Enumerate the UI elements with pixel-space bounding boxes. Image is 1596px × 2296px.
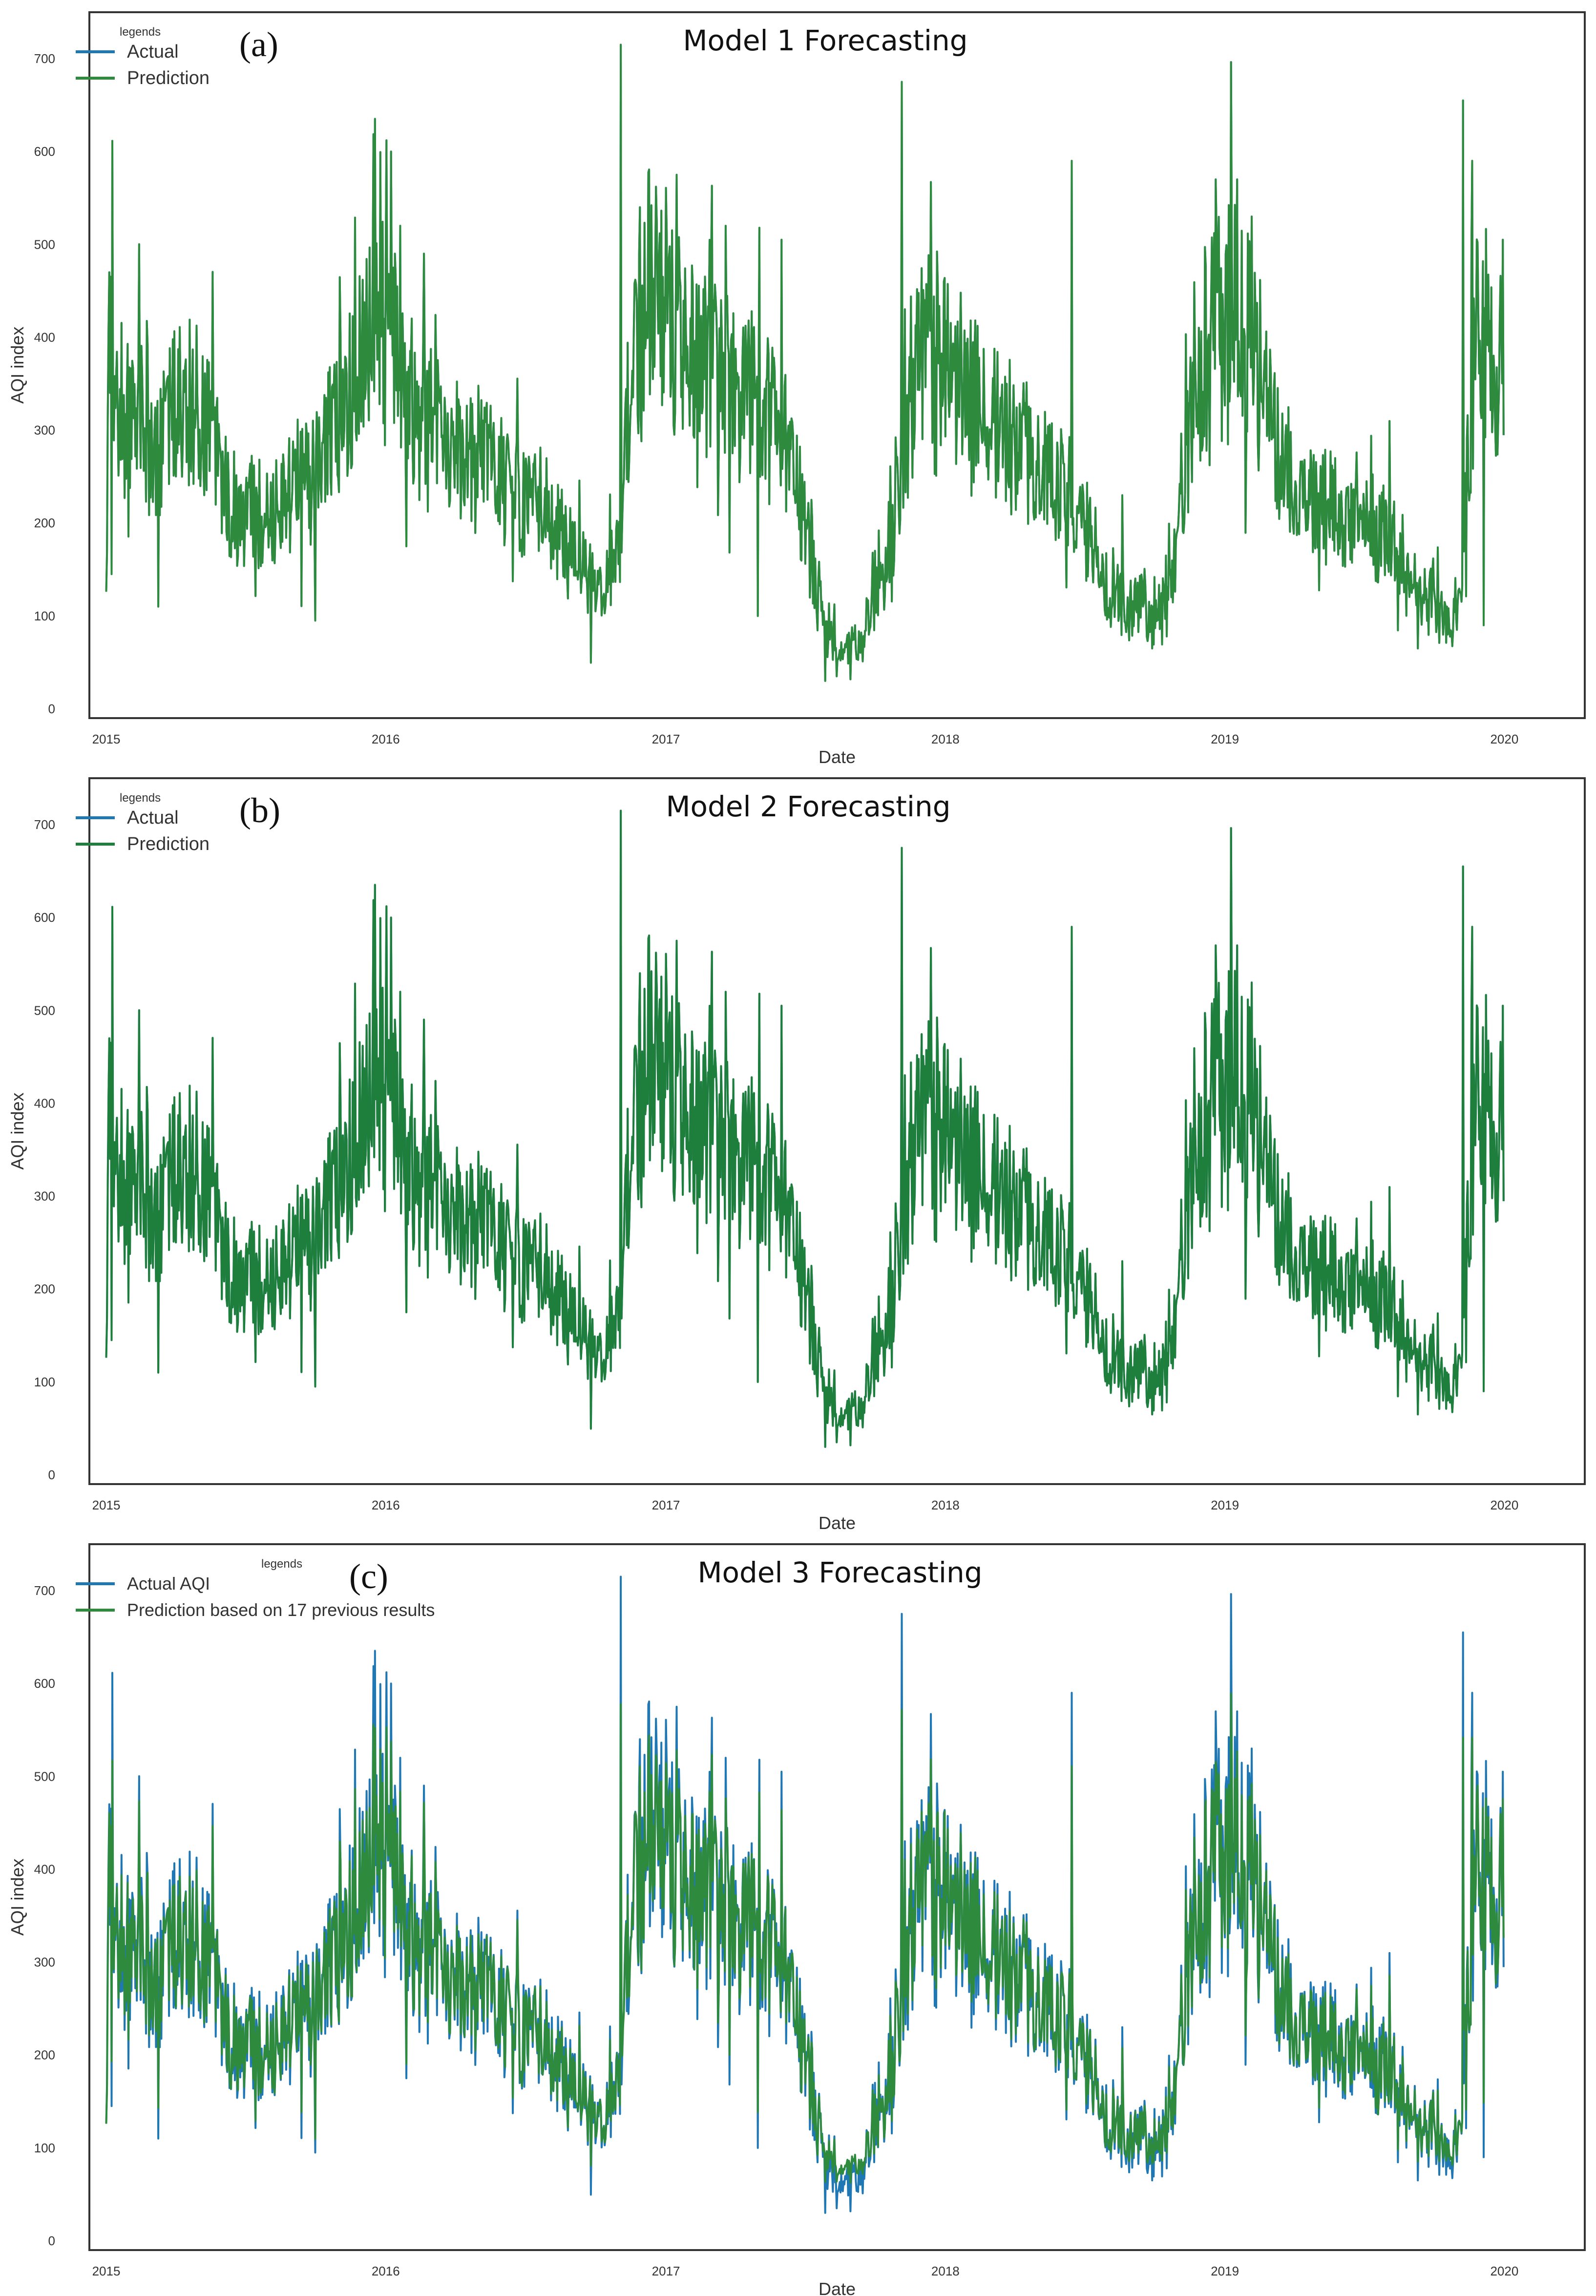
legend: legends Actual Prediction [76, 25, 210, 88]
y-tick-label: 700 [34, 817, 55, 832]
y-tick-label: 500 [34, 237, 55, 252]
y-tick-label: 300 [34, 1189, 55, 1204]
legend: legends Actual Prediction [76, 791, 210, 854]
y-axis-label: AQI index [7, 1092, 27, 1169]
panel-label: (b) [239, 791, 280, 830]
y-axis-label: AQI index [7, 326, 27, 404]
series-line-prediction [105, 809, 1505, 1448]
x-tick-label: 2016 [372, 732, 400, 746]
chart-title: Model 3 Forecasting [697, 1556, 982, 1589]
panel-label: (c) [349, 1557, 388, 1596]
x-tick-label: 2015 [92, 732, 121, 746]
x-tick-label: 2020 [1490, 1498, 1518, 1512]
legend: legends Actual AQI Prediction based on 17 … [76, 1557, 435, 1620]
y-tick-label: 600 [34, 910, 55, 925]
y-axis-label: AQI index [7, 1858, 27, 1935]
x-tick-label: 2019 [1211, 2264, 1239, 2278]
y-tick-label: 600 [34, 1676, 55, 1691]
series-line-prediction [105, 1692, 1505, 2184]
axes-frame [88, 777, 1586, 1485]
y-tick-label: 500 [34, 1003, 55, 1018]
axes-frame [88, 11, 1586, 719]
axes-frame [88, 1543, 1586, 2251]
chart-panel-3: 2015 2016 2017 2018 2019 2020 0 100 200 300 400 500… [7, 1543, 1586, 2296]
legend-entry-label: Prediction [127, 68, 210, 88]
legend-title: legends [120, 25, 161, 39]
x-tick-label: 2018 [931, 732, 960, 746]
x-tick-label: 2015 [92, 1498, 121, 1512]
y-tick-label: 0 [48, 2233, 55, 2248]
x-tick-label: 2017 [652, 1498, 680, 1512]
x-tick-label: 2020 [1490, 732, 1518, 746]
legend-title: legends [261, 1557, 302, 1571]
x-tick-label: 2018 [931, 1498, 960, 1512]
x-tick-label: 2017 [652, 2264, 680, 2278]
x-tick-label: 2016 [372, 2264, 400, 2278]
chart-panel-1: 2015 2016 2017 2018 2019 2020 0 100 200 300 400 500… [7, 11, 1586, 767]
y-tick-label: 400 [34, 1096, 55, 1110]
y-tick-label: 100 [34, 2141, 55, 2155]
y-tick-label: 0 [48, 702, 55, 716]
y-tick-label: 300 [34, 423, 55, 438]
y-tick-label: 700 [34, 1583, 55, 1598]
y-tick-label: 300 [34, 1955, 55, 1970]
legend-title: legends [120, 791, 161, 805]
panel-label: (a) [239, 25, 278, 64]
y-tick-label: 100 [34, 609, 55, 623]
legend-entry-label: Actual [127, 808, 179, 828]
y-tick-label: 100 [34, 1375, 55, 1389]
x-tick-label: 2016 [372, 1498, 400, 1512]
y-tick-label: 700 [34, 51, 55, 66]
legend-entry-label: Actual AQI [127, 1573, 210, 1594]
y-tick-label: 400 [34, 1862, 55, 1876]
legend-entry-label: Prediction based on 17 previous results [127, 1600, 435, 1620]
x-tick-label: 2019 [1211, 732, 1239, 746]
series-line-prediction [105, 43, 1505, 682]
chart-title: Model 2 Forecasting [666, 790, 950, 823]
y-tick-label: 200 [34, 516, 55, 531]
x-tick-label: 2015 [92, 2264, 121, 2278]
x-axis-label: Date [819, 747, 856, 767]
legend-entry-label: Actual [127, 42, 179, 62]
x-axis-label: Date [819, 2279, 856, 2296]
y-tick-label: 400 [34, 330, 55, 344]
chart-title: Model 1 Forecasting [683, 24, 967, 57]
chart-panel-2: 2015 2016 2017 2018 2019 2020 0 100 200 300 400 500… [7, 777, 1586, 1533]
y-tick-label: 500 [34, 1769, 55, 1784]
y-tick-label: 0 [48, 1467, 55, 1482]
y-tick-label: 200 [34, 1282, 55, 1297]
x-tick-label: 2020 [1490, 2264, 1518, 2278]
x-axis-label: Date [819, 1513, 856, 1533]
x-tick-label: 2018 [931, 2264, 960, 2278]
x-tick-label: 2017 [652, 732, 680, 746]
legend-entry-label: Prediction [127, 834, 210, 854]
y-tick-label: 600 [34, 144, 55, 159]
y-tick-label: 200 [34, 2048, 55, 2062]
x-tick-label: 2019 [1211, 1498, 1239, 1512]
